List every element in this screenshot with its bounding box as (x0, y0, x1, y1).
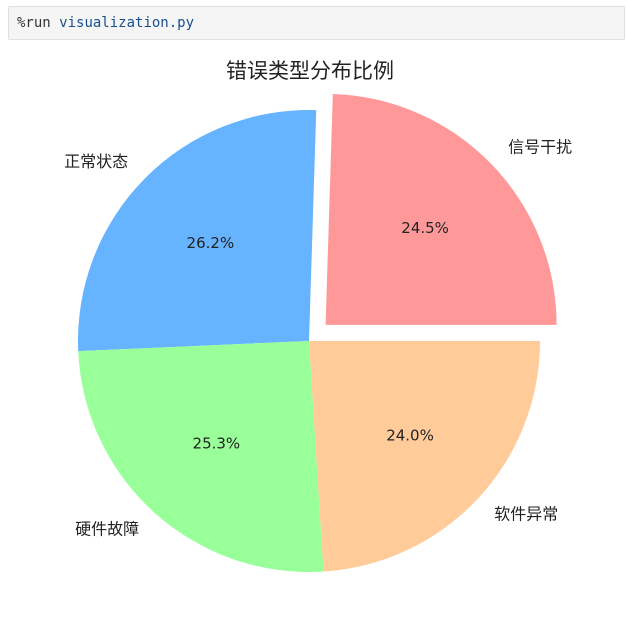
slice-percent-label-2: 26.2% (187, 234, 235, 252)
slice-percent-label-3: 25.3% (193, 435, 241, 453)
slice-percent-label-4: 24.0% (386, 426, 434, 444)
pie-chart-svg: 错误类型分布比例 24.5% 信号干扰 26.2% 正常状态 25.3% 硬件故障 24.0… (64, 59, 572, 572)
code-cell-input[interactable]: %run visualization.py (8, 6, 625, 40)
script-filename: visualization.py (59, 15, 195, 31)
slice-percent-label-1: 24.5% (401, 219, 449, 237)
run-magic-command: %run (17, 15, 51, 31)
pie-slice-4 (309, 341, 540, 572)
slice-category-label-2: 正常状态 (64, 152, 128, 171)
slice-category-label-4: 软件异常 (494, 504, 558, 523)
chart-title: 错误类型分布比例 (226, 59, 394, 83)
pie-slice-2 (78, 110, 317, 352)
slice-category-label-1: 信号干扰 (508, 138, 572, 157)
slice-category-label-3: 硬件故障 (75, 520, 139, 539)
pie-slice-3 (78, 341, 324, 572)
labels-layer: 24.5% 信号干扰 26.2% 正常状态 25.3% 硬件故障 24.0% 软件异常 (64, 138, 572, 539)
pie-chart-figure: 错误类型分布比例 24.5% 信号干扰 26.2% 正常状态 25.3% 硬件故障 24.0… (0, 40, 627, 634)
slices-layer (78, 94, 557, 572)
pie-slice-1 (325, 94, 557, 325)
